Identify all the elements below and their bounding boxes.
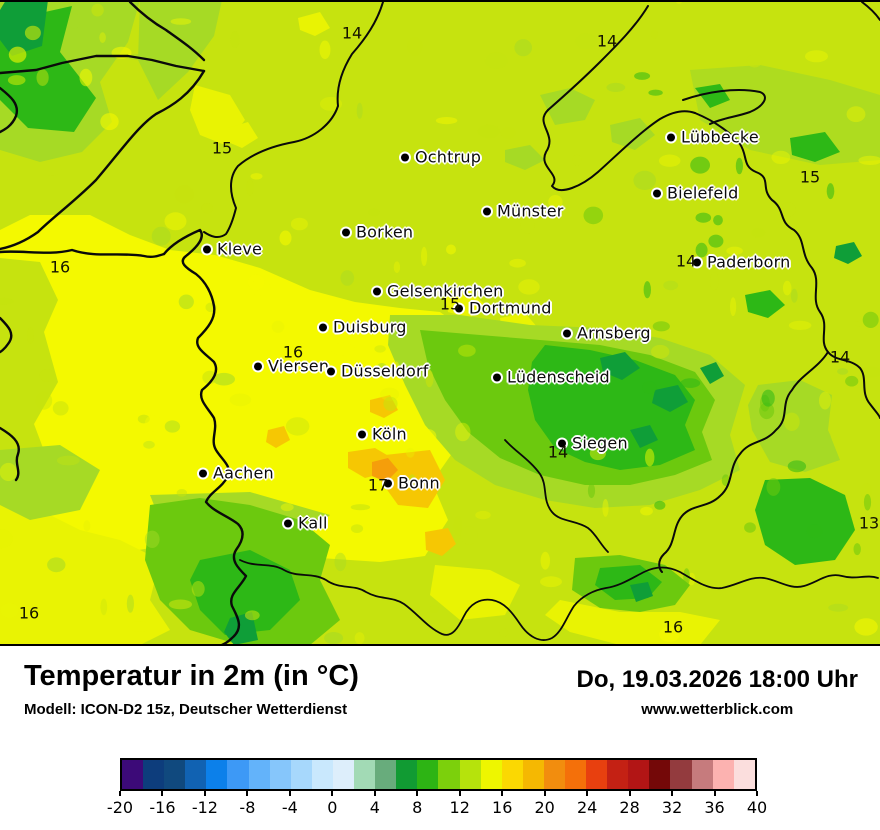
colorbar-segment [543,760,565,789]
map-title: Temperatur in 2m (in °C) [24,660,359,692]
colorbar-segment [733,760,755,789]
colorbar-segment [438,760,460,789]
colorbar-segment [396,760,418,789]
colorbar-tick-label: 20 [534,798,555,817]
colorbar-tick-label: 16 [492,798,513,817]
colorbar-segment [417,760,439,789]
colorbar-segment [164,760,186,789]
colorbar-segment [354,760,376,789]
colorbar-tick-label: 28 [619,798,640,817]
colorbar-segment [185,760,207,789]
colorbar-tick-label: -16 [149,798,176,817]
colorbar-tick-label: 36 [704,798,725,817]
colorbar-tick [671,791,674,796]
colorbar-segment [649,760,671,789]
colorbar-tick-label: 8 [412,798,423,817]
map-bottom-frame [0,644,880,646]
map-top-frame [0,0,880,2]
colorbar-tick [373,791,376,796]
colorbar-segment [586,760,608,789]
colorbar-tick-label: 0 [327,798,338,817]
colorbar-tick-label: -12 [191,798,218,817]
temperature-map: Ochtrup Münster Lübbecke Bielefeld Paderborn… [0,0,880,646]
colorbar-tick [586,791,589,796]
colorbar-tick-label: 24 [576,798,598,817]
colorbar-tick [203,791,206,796]
colorbar-tick [756,791,758,796]
colorbar-segment [206,760,228,789]
colorbar-tick [543,791,546,796]
colorbar-segment [290,760,312,789]
model-info: Modell: ICON-D2 15z, Deutscher Wetterdie… [24,701,348,718]
colorbar-segment [143,760,165,789]
colorbar-segment [332,760,355,789]
colorbar-segment [501,760,523,789]
colorbar-tick [628,791,631,796]
colorbar-segment [122,760,144,789]
colorbar-segment [459,760,481,789]
colorbar-tick [501,791,504,796]
colorbar-segment [628,760,650,789]
colorbar-tick [416,791,419,796]
caption-right: Do, 19.03.2026 18:00 Uhr www.wetterblick… [577,666,859,718]
colorbar-tick [458,791,461,796]
colorbar-tick [288,791,291,796]
colorbar-segment [311,760,333,789]
website-url: www.wetterblick.com [641,701,794,718]
colorbar-segment [607,760,629,789]
colorbar-segment [375,760,397,789]
colorbar-segment [670,760,692,789]
colorbar-tick [246,791,249,796]
colorbar-tick [161,791,164,796]
caption-left: Temperatur in 2m (in °C) Modell: ICON-D2… [24,660,359,718]
colorbar-tick [713,791,716,796]
colorbar-tick [331,791,334,796]
colorbar-tick-label: 12 [449,798,470,817]
colorbar-tick-label: -4 [281,798,298,817]
colorbar-segment [480,760,502,789]
colorbar-segment [522,760,544,789]
colorbar-area: -20 -16 -12 -8 -4 0 4 8 12 16 20 24 28 32 36 40 [0,745,880,830]
temperature-colorbar [120,758,757,791]
colorbar-segment [227,760,249,789]
colorbar-tick-label: 40 [746,798,768,817]
colorbar-tick-label: -8 [239,798,256,817]
colorbar-segment [248,760,270,789]
colorbar-tick [119,791,121,796]
colorbar-segment [712,760,734,789]
colorbar-segment [269,760,291,789]
colorbar-segment [564,760,587,789]
valid-datetime: Do, 19.03.2026 18:00 Uhr [576,666,859,693]
terrain-speckles [0,0,880,645]
colorbar-segment [691,760,713,789]
colorbar-tick-label: -20 [106,798,134,817]
caption-bar: Temperatur in 2m (in °C) Modell: ICON-D2… [0,646,880,745]
map-canvas [0,0,880,646]
border-lines [0,0,880,646]
colorbar-tick-label: 32 [661,798,683,817]
colorbar-tick-label: 4 [369,798,380,817]
